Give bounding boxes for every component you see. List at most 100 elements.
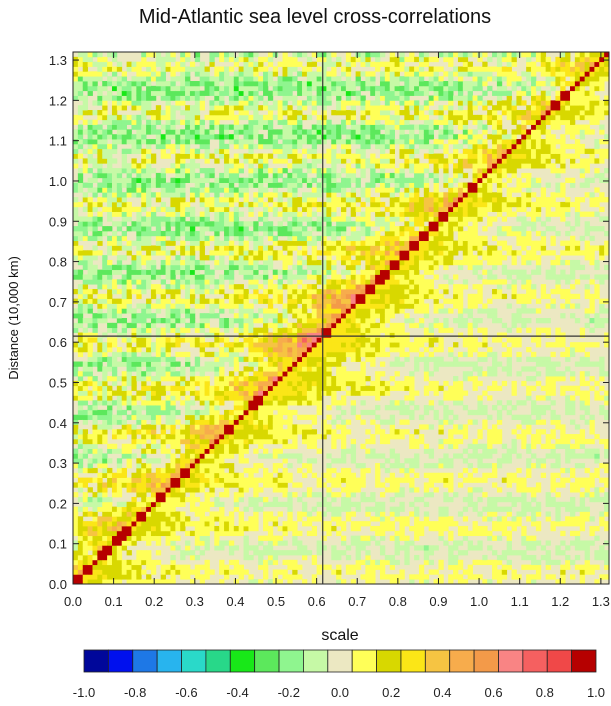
heatmap-cell	[102, 550, 108, 556]
heatmap-cell	[131, 361, 137, 367]
heatmap-cell	[185, 139, 191, 145]
heatmap-cell	[287, 511, 293, 517]
heatmap-cell	[243, 366, 249, 372]
heatmap-cell	[146, 235, 152, 242]
heatmap-cell	[165, 347, 171, 353]
heatmap-cell	[199, 303, 205, 309]
heatmap-cell	[243, 71, 249, 77]
heatmap-cell	[82, 342, 89, 348]
heatmap-cell	[180, 264, 186, 271]
heatmap-cell	[292, 124, 298, 130]
heatmap-cell	[248, 264, 254, 271]
heatmap-cell	[141, 453, 147, 459]
heatmap-cell	[92, 148, 98, 154]
heatmap-cell	[194, 235, 201, 242]
heatmap-cell	[141, 216, 147, 222]
heatmap-cell	[331, 201, 337, 208]
heatmap-cell	[311, 255, 318, 261]
heatmap-cell	[214, 438, 220, 445]
heatmap-cell	[248, 172, 254, 179]
heatmap-cell	[189, 496, 196, 503]
heatmap-cell	[199, 322, 205, 329]
heatmap-cell	[228, 376, 235, 382]
heatmap-cell	[160, 472, 166, 478]
heatmap-cell	[194, 95, 201, 101]
heatmap-cell	[102, 85, 108, 92]
heatmap-cell	[355, 376, 361, 382]
heatmap-cell	[209, 172, 215, 179]
heatmap-cell	[97, 172, 103, 179]
heatmap-cell	[336, 293, 342, 300]
heatmap-cell	[136, 313, 142, 319]
heatmap-cell	[82, 163, 89, 169]
heatmap-cell	[321, 564, 327, 570]
heatmap-cell	[243, 153, 249, 159]
heatmap-cell	[345, 351, 352, 358]
heatmap-cell	[111, 235, 118, 242]
heatmap-cell	[282, 76, 288, 82]
heatmap-cell	[306, 380, 313, 387]
heatmap-cell	[146, 332, 152, 338]
heatmap-cell	[233, 395, 240, 401]
heatmap-cell	[350, 564, 357, 570]
heatmap-cell	[263, 569, 269, 575]
heatmap-cell	[258, 535, 264, 541]
heatmap-cell	[175, 429, 181, 435]
heatmap-cell	[82, 129, 89, 135]
heatmap-cell	[175, 119, 181, 125]
heatmap-cell	[121, 419, 127, 425]
heatmap-cell	[253, 172, 259, 179]
heatmap-cell	[297, 110, 303, 116]
heatmap-cell	[97, 298, 103, 304]
heatmap-cell	[77, 438, 84, 445]
heatmap-cell	[316, 492, 322, 498]
heatmap-cell	[263, 419, 269, 425]
heatmap-cell	[170, 535, 176, 541]
heatmap-cell	[121, 477, 127, 483]
heatmap-cell	[175, 259, 181, 266]
heatmap-cell	[121, 429, 127, 435]
heatmap-cell	[214, 351, 220, 358]
heatmap-cell	[350, 342, 357, 348]
heatmap-cell	[92, 230, 98, 237]
heatmap-cell	[175, 245, 181, 251]
heatmap-cell	[297, 182, 303, 188]
heatmap-cell	[238, 139, 244, 145]
heatmap-cell	[82, 332, 89, 338]
heatmap-cell	[224, 129, 230, 135]
heatmap-cell	[355, 477, 361, 483]
heatmap-cell	[97, 168, 103, 174]
heatmap-cell	[97, 148, 103, 154]
heatmap-cell	[185, 269, 191, 275]
heatmap-cell	[160, 337, 166, 343]
heatmap-cell	[214, 279, 220, 285]
heatmap-cell	[126, 516, 132, 522]
heatmap-cell	[146, 463, 152, 469]
heatmap-cell	[131, 90, 137, 96]
heatmap-cell	[121, 559, 127, 566]
heatmap-cell	[311, 235, 318, 242]
heatmap-cell	[263, 477, 269, 483]
heatmap-cell	[82, 66, 89, 72]
heatmap-cell	[316, 351, 322, 358]
heatmap-cell	[194, 129, 201, 135]
heatmap-cell	[97, 153, 103, 159]
heatmap-cell	[107, 501, 113, 508]
heatmap-cell	[146, 259, 152, 266]
heatmap-cell	[302, 492, 308, 498]
heatmap-cell	[302, 230, 308, 237]
heatmap-cell	[321, 351, 327, 358]
heatmap-cell	[92, 390, 98, 396]
heatmap-cell	[194, 259, 201, 266]
heatmap-cell	[360, 477, 366, 483]
heatmap-cell	[292, 366, 298, 372]
heatmap-cell	[302, 298, 308, 304]
heatmap-cell	[355, 535, 361, 541]
heatmap-cell	[199, 143, 205, 150]
heatmap-cell	[336, 255, 342, 261]
heatmap-cell	[141, 472, 147, 478]
heatmap-cell	[365, 245, 371, 251]
heatmap-cell	[360, 134, 366, 140]
heatmap-cell	[321, 545, 327, 551]
heatmap-cell	[341, 201, 347, 208]
